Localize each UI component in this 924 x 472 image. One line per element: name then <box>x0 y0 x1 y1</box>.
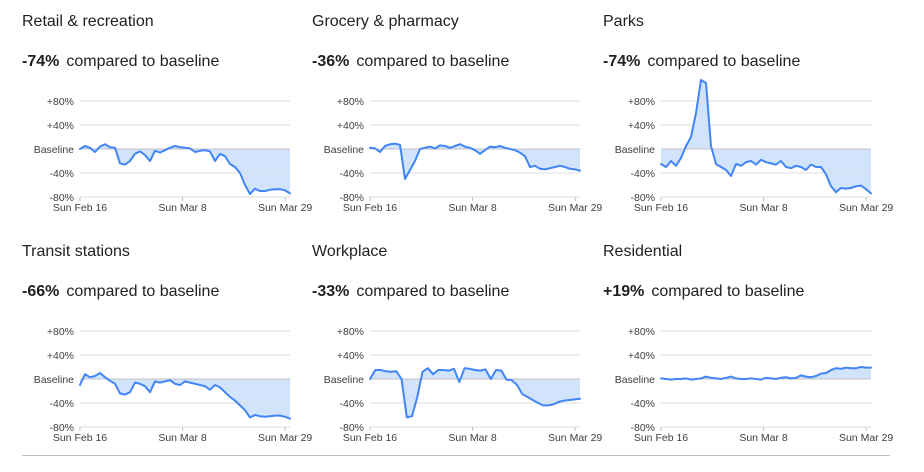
headline-suffix: compared to baseline <box>651 283 805 300</box>
panel-title: Transit stations <box>22 243 130 260</box>
x-tick-label: Sun Mar 8 <box>158 202 207 214</box>
y-tick-label: +80% <box>628 96 655 108</box>
x-tick-label: Sun Mar 8 <box>158 432 207 444</box>
y-tick-label: +40% <box>47 120 74 132</box>
series-line <box>660 366 872 381</box>
x-tick-label: Sun Mar 29 <box>258 432 312 444</box>
area-fill <box>370 143 580 179</box>
x-tick-label: Sun Mar 29 <box>258 202 312 214</box>
y-tick-label: Baseline <box>324 144 364 156</box>
y-tick-label: +80% <box>47 326 74 338</box>
panel-title: Workplace <box>312 243 388 260</box>
y-tick-label: +40% <box>628 120 655 132</box>
y-tick-label: +80% <box>337 326 364 338</box>
mobility-chart: +80% +40% Baseline -40% -80%Sun Feb 16 Sun Ma… <box>615 79 893 214</box>
panel-grocery: Grocery & pharmacy -36% compared to basel… <box>312 13 602 238</box>
headline-suffix: compared to baseline <box>356 283 510 300</box>
y-tick-label: +40% <box>47 350 74 362</box>
panel-parks: Parks -74% compared to baseline +80% +40% B… <box>603 13 893 238</box>
headline: +19% compared to baseline <box>603 283 804 301</box>
mobility-chart: +80% +40% Baseline -40% -80%Sun Feb 16 Sun Ma… <box>324 96 603 214</box>
headline-value: -36% <box>312 53 350 70</box>
x-tick-label: Sun Mar 8 <box>448 432 497 444</box>
y-tick-label: -40% <box>49 168 74 180</box>
y-tick-label: Baseline <box>34 144 74 156</box>
panel-retail: Retail & recreation -74% compared to base… <box>22 13 312 238</box>
y-tick-label: Baseline <box>615 374 655 386</box>
x-tick-label: Sun Mar 8 <box>739 432 788 444</box>
area-fill <box>661 367 871 380</box>
y-tick-label: +80% <box>628 326 655 338</box>
x-tick-label: Sun Mar 29 <box>839 202 893 214</box>
series-line <box>369 367 581 419</box>
headline-suffix: compared to baseline <box>66 283 220 300</box>
y-tick-label: +80% <box>337 96 364 108</box>
x-tick-label: Sun Feb 16 <box>343 432 397 444</box>
panel-title: Parks <box>603 13 644 30</box>
panel-title: Retail & recreation <box>22 13 154 30</box>
x-tick-label: Sun Mar 29 <box>548 202 602 214</box>
series-line <box>660 79 872 195</box>
y-tick-label: -80% <box>630 192 655 204</box>
bottom-divider <box>22 455 890 456</box>
y-tick-label: -80% <box>339 422 364 434</box>
headline: -66% compared to baseline <box>22 283 219 301</box>
headline-suffix: compared to baseline <box>356 53 510 70</box>
y-tick-label: Baseline <box>324 374 364 386</box>
headline: -33% compared to baseline <box>312 283 509 301</box>
headline-value: -74% <box>603 53 641 70</box>
x-tick-label: Sun Mar 8 <box>448 202 497 214</box>
headline: -36% compared to baseline <box>312 53 509 71</box>
headline-value: +19% <box>603 283 645 300</box>
panel-transit: Transit stations -66% compared to baselin… <box>22 243 312 468</box>
y-tick-label: +80% <box>47 96 74 108</box>
y-tick-label: +40% <box>628 350 655 362</box>
series-line <box>79 143 291 195</box>
area-fill <box>370 368 580 418</box>
area-fill <box>661 80 871 194</box>
headline-value: -33% <box>312 283 350 300</box>
mobility-chart: +80% +40% Baseline -40% -80%Sun Feb 16 Sun Ma… <box>324 326 603 444</box>
x-tick-label: Sun Feb 16 <box>634 432 688 444</box>
headline: -74% compared to baseline <box>22 53 219 71</box>
mobility-chart: +80% +40% Baseline -40% -80%Sun Feb 16 Sun Ma… <box>34 326 313 444</box>
y-tick-label: -80% <box>339 192 364 204</box>
headline-suffix: compared to baseline <box>647 53 801 70</box>
y-tick-label: -40% <box>339 168 364 180</box>
series-line <box>369 142 581 180</box>
y-tick-label: -80% <box>630 422 655 434</box>
panel-title: Grocery & pharmacy <box>312 13 459 30</box>
mobility-chart: +80% +40% Baseline -40% -80%Sun Feb 16 Sun Ma… <box>615 326 894 444</box>
y-tick-label: +40% <box>337 350 364 362</box>
area-fill <box>80 373 290 419</box>
headline-value: -66% <box>22 283 60 300</box>
y-tick-label: Baseline <box>34 374 74 386</box>
x-tick-label: Sun Mar 29 <box>839 432 893 444</box>
x-tick-label: Sun Mar 8 <box>739 202 788 214</box>
x-tick-label: Sun Mar 29 <box>548 432 602 444</box>
headline: -74% compared to baseline <box>603 53 800 71</box>
headline-suffix: compared to baseline <box>66 53 220 70</box>
x-tick-label: Sun Feb 16 <box>343 202 397 214</box>
x-tick-label: Sun Feb 16 <box>634 202 688 214</box>
series-line <box>79 372 291 420</box>
y-tick-label: Baseline <box>615 144 655 156</box>
x-tick-label: Sun Feb 16 <box>53 202 107 214</box>
mobility-chart: +80% +40% Baseline -40% -80%Sun Feb 16 Sun Ma… <box>34 96 313 214</box>
panel-residential: Residential +19% compared to baseline +80… <box>603 243 893 468</box>
y-tick-label: -80% <box>49 192 74 204</box>
area-fill <box>80 144 290 194</box>
y-tick-label: -40% <box>630 168 655 180</box>
y-tick-label: -80% <box>49 422 74 434</box>
x-tick-label: Sun Feb 16 <box>53 432 107 444</box>
y-tick-label: -40% <box>339 398 364 410</box>
y-tick-label: -40% <box>630 398 655 410</box>
y-tick-label: -40% <box>49 398 74 410</box>
panel-workplace: Workplace -33% compared to baseline +80% +… <box>312 243 602 468</box>
headline-value: -74% <box>22 53 60 70</box>
y-tick-label: +40% <box>337 120 364 132</box>
panel-title: Residential <box>603 243 683 260</box>
